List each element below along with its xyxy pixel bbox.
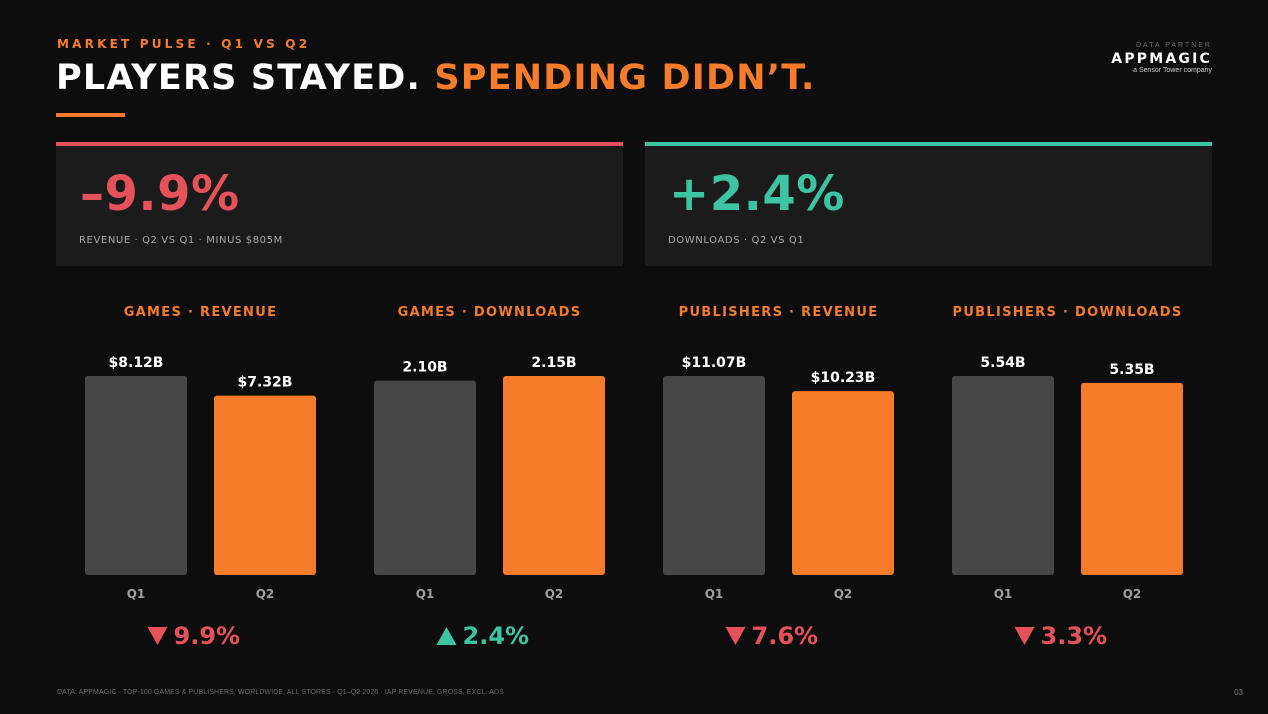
- title-accent: SPENDING DIDN’T.: [434, 58, 816, 98]
- arrow-down-icon: [725, 627, 746, 645]
- arrow-down-icon: [147, 627, 168, 645]
- bar-q1: [374, 380, 476, 575]
- bar-q2: [503, 376, 605, 575]
- x-tick-label: Q2: [834, 587, 853, 601]
- bar-q1: [85, 376, 187, 575]
- arrow-down-icon: [1014, 627, 1035, 645]
- bar-q2: [214, 395, 316, 575]
- chart-title: GAMES · REVENUE: [124, 305, 278, 320]
- bar-q2: [1081, 382, 1183, 575]
- page-number: 03: [1234, 688, 1243, 697]
- change-percent: 7.6%: [752, 622, 819, 650]
- bar-value-label: 2.10B: [402, 360, 447, 376]
- kpi-label-revenue: REVENUE · Q2 VS Q1 · MINUS $805M: [79, 235, 283, 246]
- change-percent: 2.4%: [463, 622, 530, 650]
- appmagic-logo: APPMAGIC: [1111, 51, 1212, 67]
- section-kicker: MARKET PULSE · Q1 VS Q2: [57, 37, 311, 51]
- x-tick-label: Q2: [1123, 587, 1142, 601]
- bar-q2: [792, 391, 894, 575]
- x-tick-label: Q1: [416, 587, 435, 601]
- bar-value-label: $7.32B: [238, 375, 293, 391]
- kpi-value-downloads: +2.4%: [669, 166, 845, 222]
- kpi-card-revenue: –9.9% REVENUE · Q2 VS Q1 · MINUS $805M: [56, 142, 623, 266]
- data-partner-logo: DATA PARTNER APPMAGIC a Sensor Tower com…: [1072, 42, 1212, 74]
- partner-tagline: a Sensor Tower company: [1133, 67, 1212, 74]
- chart-title: GAMES · DOWNLOADS: [398, 305, 582, 320]
- x-tick-label: Q1: [127, 587, 146, 601]
- bar-value-label: 2.15B: [531, 355, 576, 371]
- bar-value-label: $10.23B: [811, 370, 876, 386]
- bar-value-label: $8.12B: [109, 355, 164, 371]
- arrow-up-icon: [436, 627, 457, 645]
- x-tick-label: Q2: [256, 587, 275, 601]
- chart-title: PUBLISHERS · DOWNLOADS: [953, 305, 1183, 320]
- x-tick-label: Q1: [705, 587, 724, 601]
- kpi-value-revenue: –9.9%: [80, 166, 240, 222]
- bar-value-label: 5.54B: [980, 355, 1025, 371]
- bar-value-label: $11.07B: [682, 355, 747, 371]
- source-footnote: DATA: APPMAGIC · TOP-100 GAMES & PUBLISH…: [57, 689, 504, 696]
- title-underline: [56, 113, 125, 117]
- kpi-card-downloads: +2.4% DOWNLOADS · Q2 VS Q1: [645, 142, 1212, 266]
- partner-caption: DATA PARTNER: [1136, 42, 1212, 49]
- x-tick-label: Q2: [545, 587, 564, 601]
- title-main: PLAYERS STAYED.: [56, 58, 421, 98]
- bar-q1: [952, 376, 1054, 575]
- page-title: PLAYERS STAYED. SPENDING DIDN’T.: [56, 58, 816, 98]
- change-percent: 3.3%: [1041, 622, 1108, 650]
- kpi-label-downloads: DOWNLOADS · Q2 VS Q1: [668, 235, 805, 246]
- bar-value-label: 5.35B: [1109, 362, 1154, 378]
- bar-q1: [663, 376, 765, 575]
- change-percent: 9.9%: [174, 622, 241, 650]
- x-tick-label: Q1: [994, 587, 1013, 601]
- chart-title: PUBLISHERS · REVENUE: [679, 305, 879, 320]
